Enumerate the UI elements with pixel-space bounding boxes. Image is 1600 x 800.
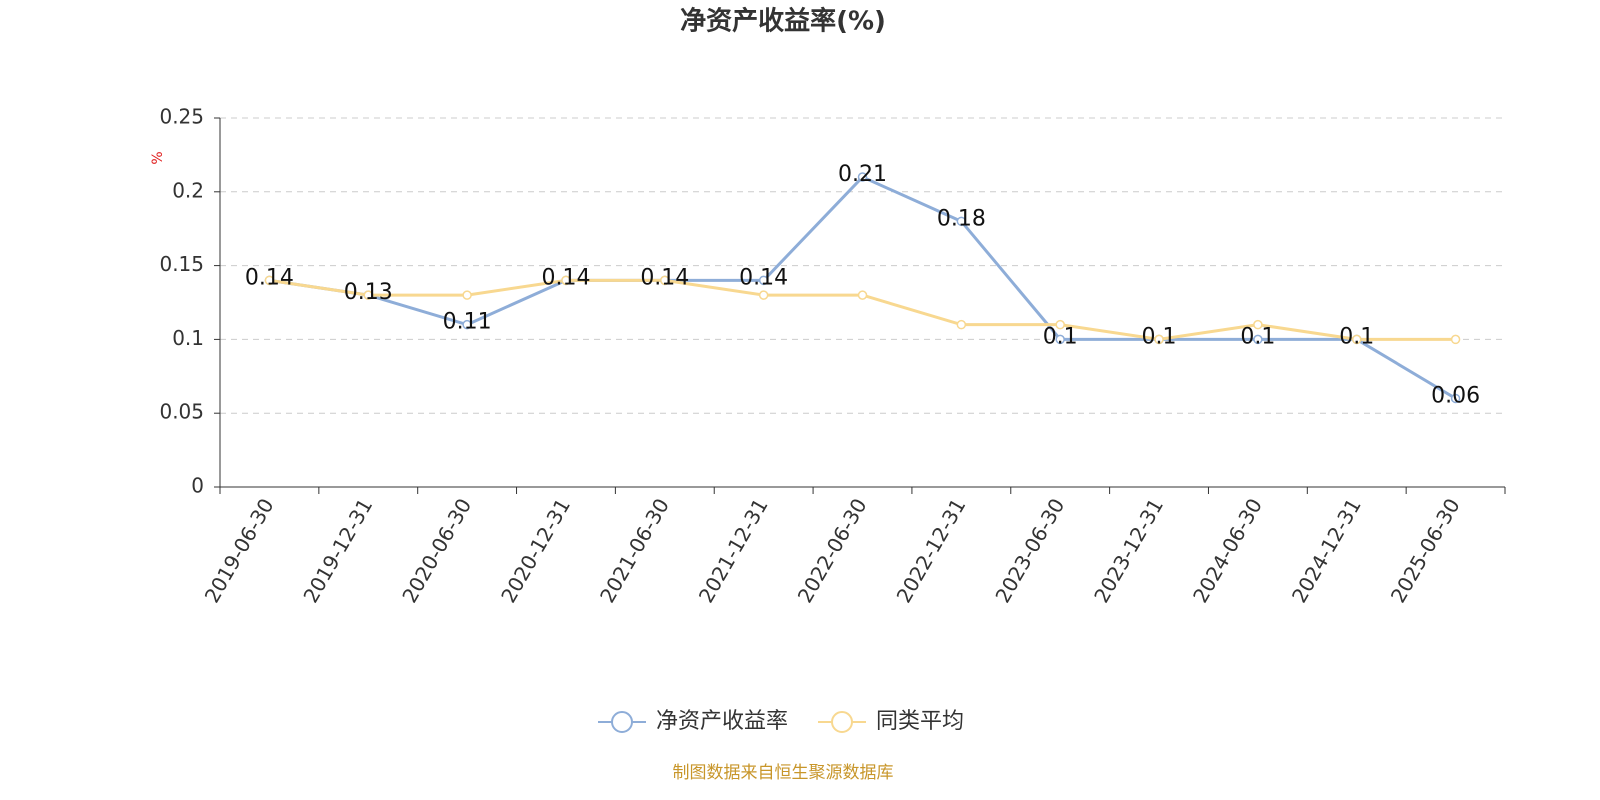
point bbox=[1351, 334, 1362, 345]
chart-title: 净资产收益率(%) bbox=[680, 6, 886, 37]
x-tick-label: 2020-06-30 bbox=[397, 494, 476, 607]
data-label: 0.1 bbox=[1339, 324, 1374, 349]
x-tick-label: 2020-12-31 bbox=[496, 494, 575, 607]
point bbox=[1450, 334, 1461, 345]
x-tick-label: 2022-12-31 bbox=[892, 494, 971, 607]
series-line bbox=[269, 175, 1457, 400]
data-label: 0.14 bbox=[245, 265, 294, 290]
y-tick-label: 0.2 bbox=[172, 178, 204, 202]
source-note: 制图数据来自恒生聚源数据库 bbox=[673, 763, 894, 783]
point bbox=[1253, 334, 1263, 345]
point bbox=[956, 216, 967, 227]
point bbox=[462, 319, 472, 330]
point bbox=[758, 275, 769, 286]
data-label: 0.21 bbox=[838, 162, 887, 187]
x-tick-label: 2021-06-30 bbox=[595, 494, 674, 607]
y-tick-label: 0.15 bbox=[159, 252, 204, 276]
point bbox=[857, 172, 868, 182]
data-label: 0.14 bbox=[640, 265, 689, 290]
legend-marker bbox=[831, 711, 853, 733]
x-tick-label: 2019-12-31 bbox=[298, 494, 377, 607]
x-tick-label: 2025-06-30 bbox=[1386, 494, 1465, 607]
y-tick-label: 0 bbox=[191, 474, 204, 498]
data-label: 0.18 bbox=[937, 206, 986, 231]
point bbox=[363, 290, 374, 300]
y-tick-label: 0.1 bbox=[172, 326, 204, 350]
point bbox=[1450, 393, 1461, 404]
point bbox=[1253, 319, 1263, 330]
data-label: 0.11 bbox=[443, 310, 492, 335]
legend-marker bbox=[611, 711, 633, 733]
x-tick-label: 2023-12-31 bbox=[1089, 494, 1168, 607]
x-tick-label: 2022-06-30 bbox=[793, 494, 872, 607]
x-tick-label: 2019-06-30 bbox=[200, 494, 279, 607]
point bbox=[758, 290, 769, 300]
point bbox=[1055, 334, 1065, 345]
point bbox=[1154, 334, 1164, 345]
data-label: 0.14 bbox=[739, 265, 788, 290]
data-label: 0.1 bbox=[1142, 324, 1177, 349]
point bbox=[1055, 319, 1065, 330]
y-tick-label: 0.05 bbox=[159, 400, 204, 424]
x-tick-label: 2023-06-30 bbox=[990, 494, 1069, 607]
data-label: 0.14 bbox=[541, 265, 590, 290]
x-tick-label: 2021-12-31 bbox=[694, 494, 773, 607]
x-tick-label: 2024-06-30 bbox=[1188, 494, 1267, 607]
point bbox=[956, 319, 967, 330]
point bbox=[264, 275, 275, 286]
x-tick-label: 2024-12-31 bbox=[1287, 494, 1366, 607]
data-label: 0.13 bbox=[344, 280, 393, 305]
y-axis-label: % bbox=[150, 151, 166, 164]
data-label: 0.1 bbox=[1043, 324, 1078, 349]
point bbox=[561, 275, 571, 286]
data-label: 0.1 bbox=[1240, 324, 1275, 349]
point bbox=[660, 275, 670, 286]
legend-label: 净资产收益率 bbox=[656, 709, 788, 734]
point bbox=[857, 290, 868, 300]
data-label: 0.06 bbox=[1431, 383, 1480, 408]
y-tick-label: 0.25 bbox=[159, 105, 204, 129]
legend-label: 同类平均 bbox=[876, 709, 964, 734]
point bbox=[462, 290, 472, 300]
